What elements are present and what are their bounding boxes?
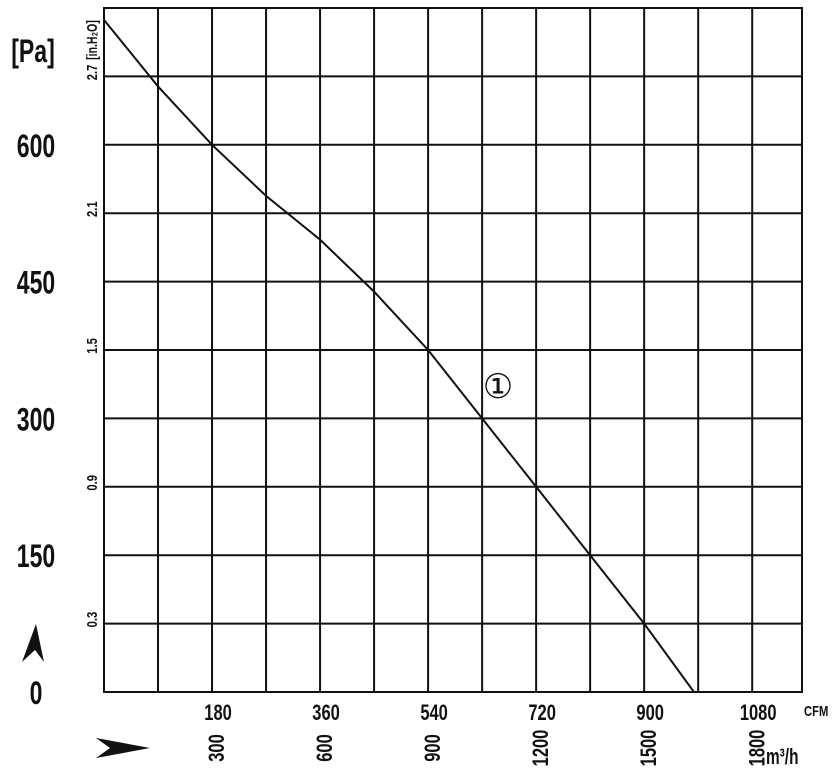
x-tick-label: 720 xyxy=(528,701,556,726)
x-axis-label: CFM xyxy=(804,702,828,719)
y-tick-label: 450 xyxy=(17,265,55,301)
x2-tick-label: 1500 xyxy=(637,729,662,766)
y-tick-label: 300 xyxy=(17,402,55,438)
x2-axis-label: m³/h xyxy=(766,745,798,769)
right-arrow xyxy=(96,738,150,758)
y2-tick-label: 2.7 xyxy=(83,65,100,81)
x-tick-label: 180 xyxy=(204,701,232,726)
x-tick-label: 1080 xyxy=(740,701,777,726)
x2-tick-label: 900 xyxy=(421,734,446,762)
x2-tick-label: 300 xyxy=(205,734,230,762)
x-tick-label: 540 xyxy=(420,701,448,726)
y2-tick-label: 1.5 xyxy=(83,338,100,354)
up-arrow xyxy=(22,624,44,662)
y-axis-label: [Pa] xyxy=(11,33,55,69)
x2-tick-label: 1200 xyxy=(529,729,554,766)
y2-tick-label: 0.9 xyxy=(83,475,100,491)
y-tick-label: 600 xyxy=(17,128,55,164)
y2-tick-label: 0.3 xyxy=(83,612,100,628)
y2-tick-label: 2.1 xyxy=(83,201,100,217)
x2-tick-label: 1800 xyxy=(745,729,770,766)
y2-axis-label: [in.H₂O] xyxy=(83,20,100,60)
fan-curve xyxy=(103,19,695,693)
x2-tick-label: 600 xyxy=(313,734,338,762)
y-tick-label: 0 xyxy=(30,675,43,711)
x-tick-label: 900 xyxy=(636,701,664,726)
x-tick-label: 360 xyxy=(312,701,340,726)
curve-label: ① xyxy=(483,368,513,406)
y-tick-label: 150 xyxy=(17,539,55,575)
